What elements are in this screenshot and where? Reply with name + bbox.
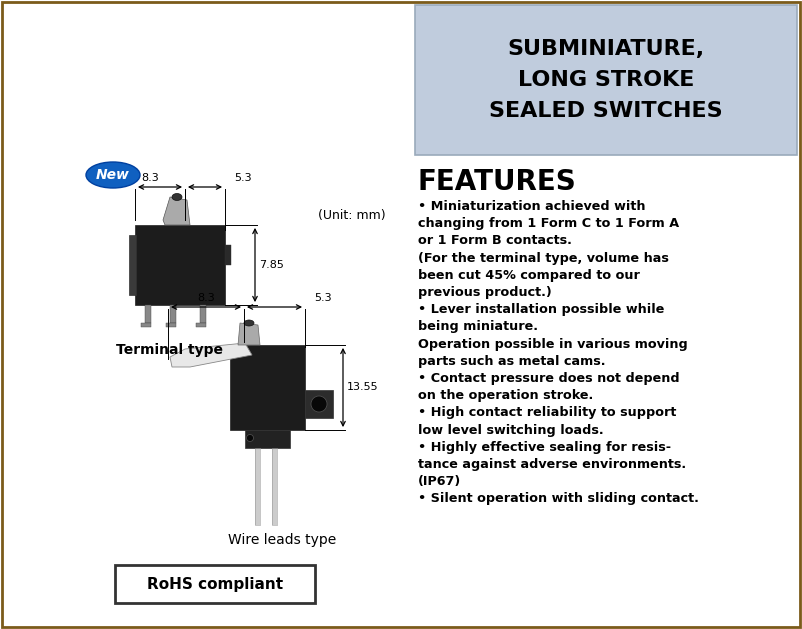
Text: 5.3: 5.3	[234, 173, 252, 183]
Ellipse shape	[244, 320, 254, 326]
Bar	[225, 245, 231, 265]
Bar	[200, 305, 206, 323]
Text: 8.3: 8.3	[141, 173, 159, 183]
Text: RoHS compliant: RoHS compliant	[147, 577, 283, 591]
Text: (Unit: mm): (Unit: mm)	[318, 208, 386, 221]
Bar	[166, 323, 176, 327]
Text: 7.85: 7.85	[259, 260, 284, 270]
Bar	[305, 390, 333, 418]
Bar	[135, 225, 225, 305]
Text: Wire leads type: Wire leads type	[228, 533, 336, 547]
Bar	[170, 305, 176, 323]
Bar	[196, 323, 206, 327]
Bar	[272, 448, 277, 525]
Text: 13.55: 13.55	[347, 382, 379, 392]
Text: • Miniaturization achieved with
changing from 1 Form C to 1 Form A
or 1 Form B c: • Miniaturization achieved with changing…	[418, 200, 699, 505]
Text: Terminal type: Terminal type	[116, 343, 224, 357]
Ellipse shape	[172, 194, 182, 201]
Bar	[141, 323, 151, 327]
Bar	[255, 448, 260, 525]
Bar	[255, 448, 260, 525]
Ellipse shape	[246, 435, 253, 442]
Polygon shape	[170, 343, 252, 367]
Bar	[272, 448, 277, 525]
Ellipse shape	[86, 162, 140, 188]
Polygon shape	[163, 197, 190, 225]
Ellipse shape	[311, 396, 327, 412]
Text: New: New	[96, 168, 130, 182]
Text: 5.3: 5.3	[314, 293, 332, 303]
Text: FEATURES: FEATURES	[418, 168, 577, 196]
Bar	[145, 305, 151, 323]
Polygon shape	[238, 323, 260, 345]
Text: SUBMINIATURE,
LONG STROKE
SEALED SWITCHES: SUBMINIATURE, LONG STROKE SEALED SWITCHE…	[489, 39, 723, 121]
Bar	[115, 565, 315, 603]
Bar	[245, 430, 290, 448]
Bar	[230, 345, 305, 430]
Bar	[129, 235, 136, 295]
Bar	[415, 5, 797, 155]
Text: 8.3: 8.3	[197, 293, 215, 303]
